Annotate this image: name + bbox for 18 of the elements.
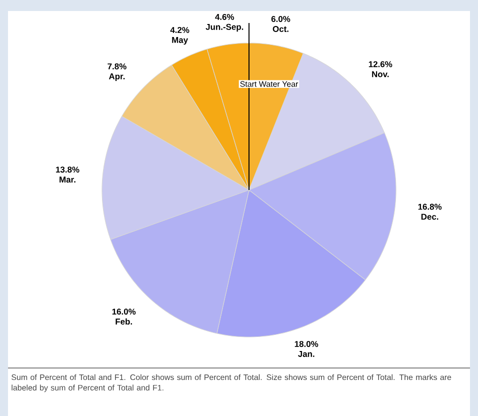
data-label: 16.0% [112,308,136,315]
data-label: 6.0% [271,16,290,22]
data-label: 12.6% [368,61,392,68]
slice-label: Dec. [421,214,438,220]
data-label: 4.2% [170,27,190,33]
slice-label: Mar. [60,176,76,183]
data-label: 7.8% [108,63,126,70]
slice-label: Jan. [298,351,314,357]
slice-label: May [172,37,188,45]
slice-label: Feb. [116,318,132,325]
slice-label: Apr. [108,73,125,82]
data-label: 4.6% [215,14,234,20]
data-label: 18.0% [294,340,318,347]
slice-label: Nov. [372,71,389,78]
data-label: 13.8% [56,166,80,173]
data-label: 16.8% [418,204,442,210]
slice-label: Oct. [272,26,288,32]
slice-label: Jun.-Sep. [206,24,244,32]
